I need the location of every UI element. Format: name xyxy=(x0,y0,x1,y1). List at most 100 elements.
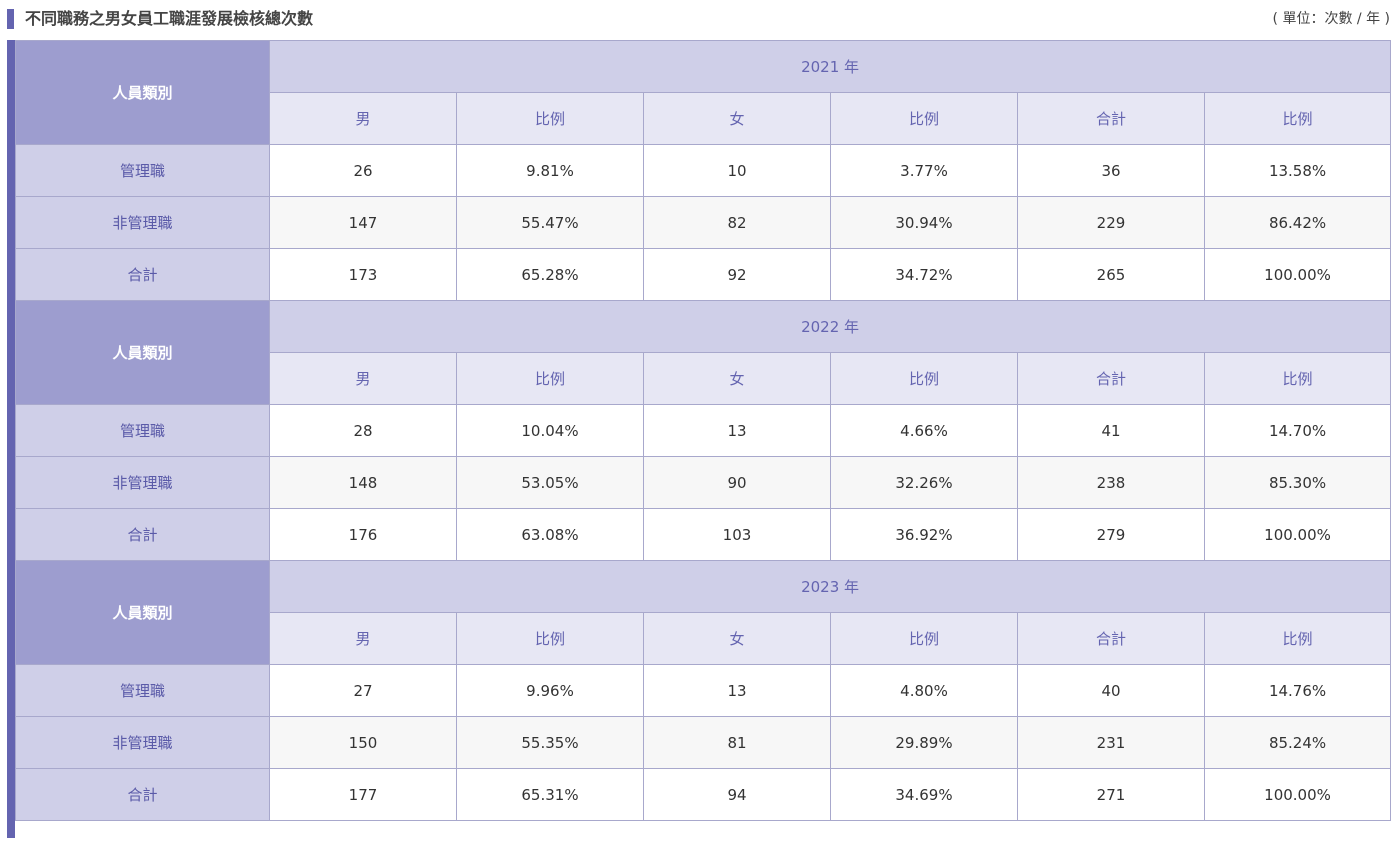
table-row: 非管理職 147 55.47% 82 30.94% 229 86.42% xyxy=(15,196,1392,249)
column-header: 男 xyxy=(269,612,457,665)
year-header: 2022 年 xyxy=(268,300,1392,353)
column-header: 比例 xyxy=(830,92,1018,145)
table-cell: 90 xyxy=(643,456,831,509)
table-cell: 41 xyxy=(1017,404,1205,457)
category-header: 人員類別 xyxy=(15,40,270,145)
career-review-table: 人員類別 2021 年男比例女比例 合計 比例 管理職 26 9.81% 10 3.77% 36 1… xyxy=(15,40,1392,821)
table-cell: 9.81% xyxy=(456,144,644,197)
column-header: 男 xyxy=(269,352,457,405)
table-cell: 85.24% xyxy=(1203,716,1392,769)
row-label: 非管理職 xyxy=(15,196,270,249)
table-cell: 150 xyxy=(269,716,457,769)
row-label: 管理職 xyxy=(15,404,270,457)
column-header: 女 xyxy=(643,352,831,405)
table-cell: 100.00% xyxy=(1203,768,1392,821)
year-header-row: 人員類別 2023 年 xyxy=(15,560,1392,665)
year-header-row: 人員類別 2022 年 xyxy=(15,300,1392,405)
column-header: 合計 xyxy=(1017,352,1205,405)
column-header: 比例 xyxy=(1203,92,1392,145)
table-row: 合計 177 65.31% 94 34.69% 271 100.00% xyxy=(15,768,1392,821)
table-cell: 14.76% xyxy=(1203,664,1392,717)
column-header: 合計 xyxy=(1017,92,1205,145)
table-cell: 55.35% xyxy=(456,716,644,769)
column-header: 比例 xyxy=(456,612,644,665)
table-row: 合計 173 65.28% 92 34.72% 265 100.00% xyxy=(15,248,1392,301)
row-label: 非管理職 xyxy=(15,716,270,769)
table-cell: 10 xyxy=(643,144,831,197)
table-cell: 231 xyxy=(1017,716,1205,769)
table-cell: 65.28% xyxy=(456,248,644,301)
table-cell: 40 xyxy=(1017,664,1205,717)
table-cell: 85.30% xyxy=(1203,456,1392,509)
table-cell: 34.72% xyxy=(830,248,1018,301)
page-title: 不同職務之男女員工職涯發展檢核總次數 xyxy=(25,9,314,28)
row-label: 合計 xyxy=(15,768,270,821)
table-cell: 9.96% xyxy=(456,664,644,717)
row-label: 管理職 xyxy=(15,144,270,197)
unit-note: ( 單位：次數 / 年 ) xyxy=(1272,11,1390,27)
table-row: 非管理職 148 53.05% 90 32.26% 238 85.30% xyxy=(15,456,1392,509)
table-cell: 30.94% xyxy=(830,196,1018,249)
table-cell: 4.80% xyxy=(830,664,1018,717)
row-label: 管理職 xyxy=(15,664,270,717)
table-cell: 82 xyxy=(643,196,831,249)
table-cell: 100.00% xyxy=(1203,508,1392,561)
table-cell: 10.04% xyxy=(456,404,644,457)
table-row: 管理職 27 9.96% 13 4.80% 40 14.76% xyxy=(15,664,1392,717)
table-cell: 265 xyxy=(1017,248,1205,301)
table-row: 非管理職 150 55.35% 81 29.89% 231 85.24% xyxy=(15,716,1392,769)
table-cell: 238 xyxy=(1017,456,1205,509)
table-cell: 148 xyxy=(269,456,457,509)
table-cell: 36.92% xyxy=(830,508,1018,561)
table-cell: 86.42% xyxy=(1203,196,1392,249)
table-cell: 92 xyxy=(643,248,831,301)
table-cell: 14.70% xyxy=(1203,404,1392,457)
table-cell: 27 xyxy=(269,664,457,717)
table-cell: 94 xyxy=(643,768,831,821)
table-row: 合計 176 63.08% 103 36.92% 279 100.00% xyxy=(15,508,1392,561)
column-header: 比例 xyxy=(1203,612,1392,665)
table-row: 管理職 28 10.04% 13 4.66% 41 14.70% xyxy=(15,404,1392,457)
category-header: 人員類別 xyxy=(15,300,270,405)
column-header: 比例 xyxy=(830,612,1018,665)
table-cell: 4.66% xyxy=(830,404,1018,457)
row-label: 合計 xyxy=(15,508,270,561)
table-cell: 32.26% xyxy=(830,456,1018,509)
year-header: 2023 年 xyxy=(268,560,1392,613)
table-cell: 34.69% xyxy=(830,768,1018,821)
column-header: 比例 xyxy=(1203,352,1392,405)
column-header: 合計 xyxy=(1017,612,1205,665)
column-header: 女 xyxy=(643,612,831,665)
table-cell: 103 xyxy=(643,508,831,561)
category-header: 人員類別 xyxy=(15,560,270,665)
table-cell: 53.05% xyxy=(456,456,644,509)
sub-header-row: 男比例女比例 合計 比例 xyxy=(16,92,1392,145)
table-cell: 271 xyxy=(1017,768,1205,821)
table-cell: 36 xyxy=(1017,144,1205,197)
column-header: 比例 xyxy=(456,92,644,145)
table-cell: 229 xyxy=(1017,196,1205,249)
table-cell: 3.77% xyxy=(830,144,1018,197)
table-header-bar: 不同職務之男女員工職涯發展檢核總次數 ( 單位：次數 / 年 ) xyxy=(7,7,1390,33)
row-label: 非管理職 xyxy=(15,456,270,509)
title-accent-bar xyxy=(7,9,14,29)
table-cell: 63.08% xyxy=(456,508,644,561)
sub-header-row: 男比例女比例 合計 比例 xyxy=(16,352,1392,405)
table-cell: 26 xyxy=(269,144,457,197)
table-cell: 279 xyxy=(1017,508,1205,561)
table-cell: 28 xyxy=(269,404,457,457)
table-row: 管理職 26 9.81% 10 3.77% 36 13.58% xyxy=(15,144,1392,197)
column-header: 女 xyxy=(643,92,831,145)
column-header: 男 xyxy=(269,92,457,145)
column-header: 比例 xyxy=(456,352,644,405)
sub-header-row: 男比例女比例 合計 比例 xyxy=(16,612,1392,665)
table-cell: 13.58% xyxy=(1203,144,1392,197)
table-cell: 13 xyxy=(643,404,831,457)
table-cell: 173 xyxy=(269,248,457,301)
data-table-container: 人員類別 2021 年男比例女比例 合計 比例 管理職 26 9.81% 10 3.77% 36 1… xyxy=(7,40,1392,838)
year-header-row: 人員類別 2021 年 xyxy=(15,40,1392,145)
table-cell: 100.00% xyxy=(1203,248,1392,301)
table-cell: 55.47% xyxy=(456,196,644,249)
table-cell: 65.31% xyxy=(456,768,644,821)
column-header: 比例 xyxy=(830,352,1018,405)
